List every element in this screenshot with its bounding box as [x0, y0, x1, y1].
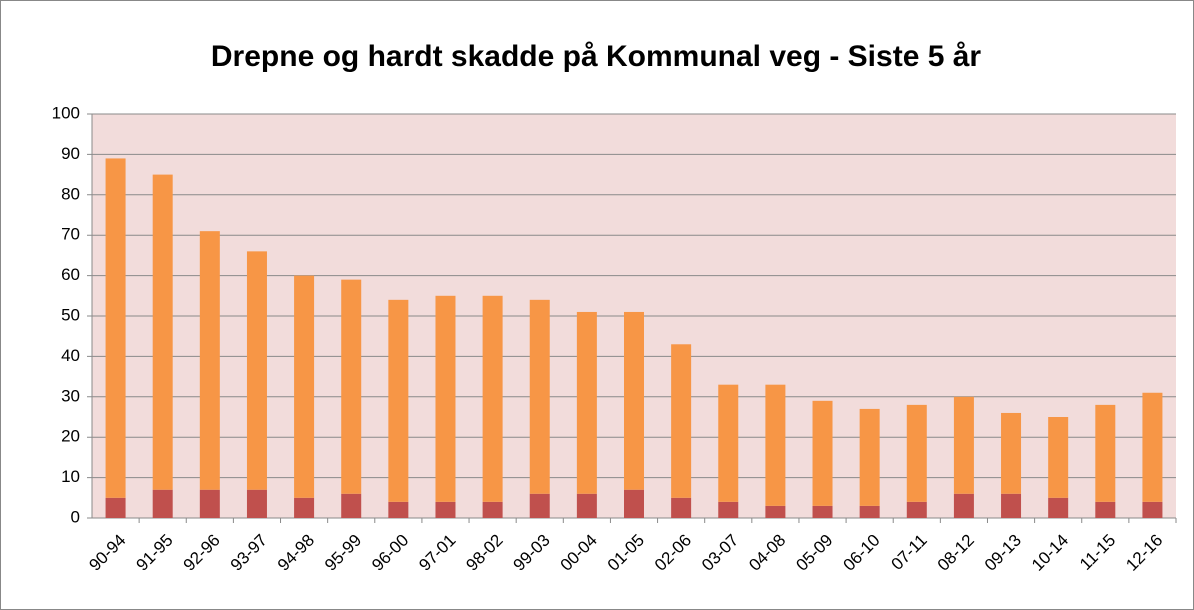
bar-segment: [152, 174, 173, 490]
y-tick-label: 90: [61, 144, 80, 163]
bar-segment: [1048, 417, 1069, 498]
bar-segment: [482, 295, 503, 502]
bar-segment: [953, 493, 974, 518]
bar-segment: [199, 489, 220, 518]
bar-segment: [718, 501, 739, 518]
bar-segment: [199, 231, 220, 490]
y-tick-label: 70: [61, 225, 80, 244]
bar-segment: [765, 384, 786, 506]
bar-segment: [1095, 501, 1116, 518]
bar-segment: [1048, 497, 1069, 518]
bar-segment: [246, 489, 267, 518]
bar-segment: [246, 251, 267, 490]
y-tick-label: 100: [52, 103, 80, 122]
bar-segment: [341, 279, 362, 494]
bar-segment: [529, 493, 550, 518]
bar-segment: [529, 299, 550, 494]
bar-segment: [906, 501, 927, 518]
bar-segment: [388, 501, 409, 518]
bar-segment: [105, 158, 126, 498]
bar-segment: [1095, 404, 1116, 502]
y-tick-label: 40: [61, 346, 80, 365]
chart-title: Drepne og hardt skadde på Kommunal veg -…: [211, 40, 982, 73]
y-tick-label: 0: [71, 507, 80, 526]
bar-segment: [812, 505, 833, 518]
bar-segment: [812, 400, 833, 506]
bar-segment: [482, 501, 503, 518]
bar-segment: [294, 497, 315, 518]
y-tick-label: 50: [61, 305, 80, 324]
bar-segment: [859, 505, 880, 518]
bar-segment: [341, 493, 362, 518]
bar-segment: [624, 311, 644, 490]
bar-segment: [576, 493, 597, 518]
bar-segment: [1142, 392, 1163, 502]
bar-segment: [152, 489, 173, 518]
bar-segment: [435, 501, 456, 518]
bar-segment: [105, 497, 126, 518]
bar-segment: [1001, 493, 1022, 518]
bar-segment: [388, 299, 409, 502]
bar-segment: [1001, 412, 1022, 494]
y-tick-label: 80: [61, 184, 80, 203]
bar-segment: [671, 344, 692, 498]
bar-segment: [906, 404, 927, 502]
bar-segment: [859, 408, 880, 506]
bar-segment: [624, 489, 644, 518]
y-tick-label: 60: [61, 265, 80, 284]
bar-segment: [953, 396, 974, 494]
bar-segment: [765, 505, 786, 518]
bar-segment: [435, 295, 456, 502]
y-tick-label: 10: [61, 467, 80, 486]
bar-segment: [1142, 501, 1163, 518]
y-tick-label: 20: [61, 427, 80, 446]
y-tick-label: 30: [61, 386, 80, 405]
bar-segment: [576, 311, 597, 494]
bar-segment: [294, 275, 315, 498]
bar-segment: [718, 384, 739, 502]
bar-segment: [671, 497, 692, 518]
